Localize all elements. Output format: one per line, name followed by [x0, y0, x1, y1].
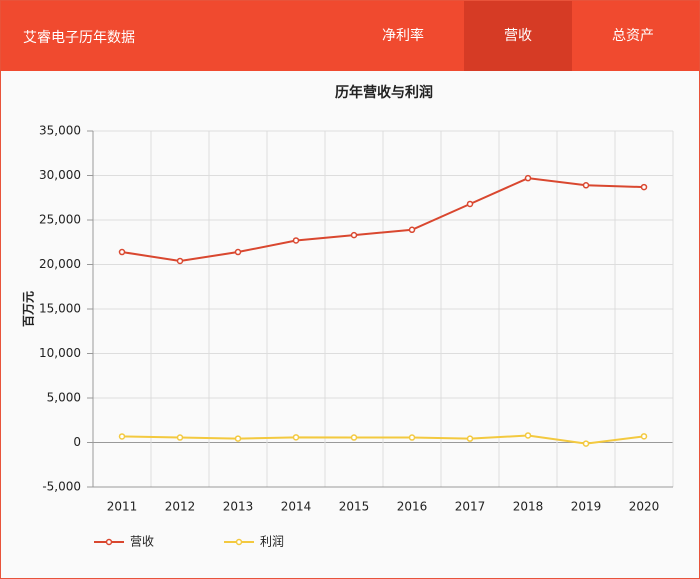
x-tick-label: 2011: [107, 500, 138, 514]
y-tick-label: 10,000: [39, 346, 81, 360]
header-title: 艾睿电子历年数据: [23, 30, 135, 46]
legend-marker: [105, 538, 113, 546]
chart: 历年营收与利润 百万元 -5,000 0 5,000 10,000 15,000 20,0…: [22, 84, 674, 549]
point: [466, 435, 474, 442]
point: [640, 183, 648, 191]
point: [118, 248, 126, 256]
y-axis-label: 百万元: [22, 291, 36, 327]
point: [408, 226, 416, 234]
x-tick-label: 2018: [513, 500, 544, 514]
y-tick-label: 0: [73, 435, 81, 449]
y-tick-label: 20,000: [39, 257, 81, 271]
point: [350, 434, 358, 441]
x-tick-label: 2020: [629, 500, 660, 514]
header-bar: 艾睿电子历年数据 净利率 营收 总资产: [1, 1, 699, 71]
tab-active[interactable]: 营收: [464, 1, 572, 71]
y-tick-label: -5,000: [42, 480, 81, 494]
tab[interactable]: 总资产: [612, 28, 654, 44]
x-tick-label: 2012: [165, 500, 196, 514]
point: [292, 237, 300, 244]
x-tick-label: 2014: [281, 500, 312, 514]
line: [121, 177, 645, 262]
y-tick-label: 5,000: [47, 391, 81, 405]
point: [176, 257, 184, 265]
y-tick-label: 25,000: [39, 213, 81, 227]
point: [234, 435, 242, 442]
point: [582, 440, 590, 447]
point: [466, 200, 474, 208]
point: [582, 182, 590, 189]
y-tick-label: 15,000: [39, 302, 81, 316]
tab[interactable]: 净利率: [382, 28, 424, 44]
point: [524, 174, 532, 182]
legend-label: 营收: [130, 535, 154, 549]
point: [292, 434, 300, 441]
y-tick-label: 35,000: [39, 124, 81, 138]
point: [350, 231, 358, 239]
point: [176, 434, 184, 441]
point: [408, 434, 416, 441]
x-tick-label: 2016: [397, 500, 428, 514]
y-tick-label: 30,000: [39, 168, 81, 182]
point: [118, 433, 126, 440]
point: [640, 433, 648, 440]
point: [234, 248, 242, 256]
line: [121, 434, 645, 445]
point: [524, 432, 532, 439]
x-tick-label: 2019: [571, 500, 602, 514]
x-tick-label: 2015: [339, 500, 370, 514]
legend-label: 利润: [260, 535, 284, 549]
x-tick-label: 2013: [223, 500, 254, 514]
chart-title: 历年营收与利润: [335, 84, 433, 101]
x-tick-label: 2017: [455, 500, 486, 514]
legend-marker: [235, 538, 243, 546]
